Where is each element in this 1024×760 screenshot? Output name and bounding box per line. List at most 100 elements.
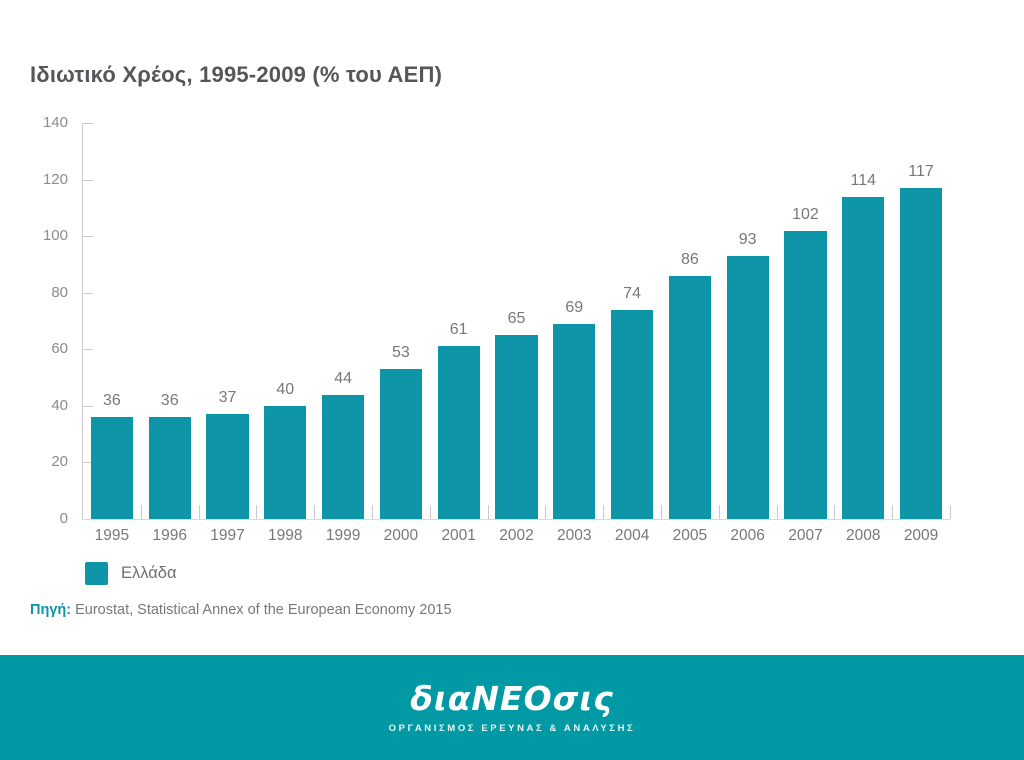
bar-column-2003: 69 <box>545 123 603 519</box>
x-axis-label: 2000 <box>383 527 419 544</box>
x-axis-label: 1999 <box>325 527 361 544</box>
x-axis-tick <box>660 505 662 519</box>
x-axis-tick <box>892 505 894 519</box>
bar-value-label: 61 <box>449 321 468 339</box>
y-axis-tick-label: 140 <box>42 114 68 131</box>
bar-column-2001: 61 <box>430 123 488 519</box>
footer-band: διαNEOσις ΟΡΓΑΝΙΣΜΟΣ ΕΡΕΥΝΑΣ & ΑΝΑΛΥΣΗΣ <box>0 655 1024 760</box>
bar-2006 <box>726 255 769 519</box>
bar-column-2002: 65 <box>488 123 546 519</box>
x-axis-label: 2004 <box>614 527 650 544</box>
bar-value-label: 74 <box>623 284 641 302</box>
legend-swatch <box>85 562 108 585</box>
x-axis-tick <box>718 505 720 519</box>
source-note: Πηγή: Eurostat, Statistical Annex of the … <box>30 602 452 618</box>
x-axis-tick <box>429 505 431 519</box>
y-axis-tick <box>83 292 93 294</box>
x-axis-tick <box>140 505 142 519</box>
bar-1997 <box>206 414 249 519</box>
y-axis-tick <box>83 179 93 181</box>
bar-value-label: 44 <box>334 369 352 387</box>
bar-value-label: 53 <box>391 344 410 362</box>
bar-value-label: 114 <box>850 171 877 189</box>
x-axis-label: 2001 <box>441 527 476 544</box>
bar-1998 <box>264 405 307 519</box>
bar-column-2005: 86 <box>661 123 719 519</box>
x-axis-label: 2008 <box>846 527 881 544</box>
x-axis-tick <box>256 505 258 519</box>
bar-2009 <box>899 188 943 519</box>
y-axis-tick <box>83 349 93 351</box>
y-axis-tick-label: 100 <box>42 227 68 245</box>
bar-chart: 0 20 40 60 80 100 120 140 36 36 37 40 44 53 61 65 69 74 8… <box>42 114 951 544</box>
bar-value-label: 102 <box>792 205 819 223</box>
bar-2008 <box>842 196 885 519</box>
x-axis-label: 2006 <box>730 527 765 544</box>
bar-value-label: 36 <box>103 392 121 410</box>
x-axis-tick <box>487 505 489 519</box>
bar-2004 <box>610 309 654 519</box>
footer-tagline: ΟΡΓΑΝΙΣΜΟΣ ΕΡΕΥΝΑΣ & ΑΝΑΛΥΣΗΣ <box>388 722 636 734</box>
legend: Ελλάδα <box>85 562 177 585</box>
bars-area: 36 36 37 40 44 53 61 65 69 74 86 93 102 114 117 <box>83 123 951 519</box>
bar-column-1996: 36 <box>141 123 199 519</box>
bar-value-label: 93 <box>738 230 757 248</box>
bar-2001 <box>437 346 480 519</box>
bar-value-label: 86 <box>680 250 699 268</box>
bar-value-label: 117 <box>908 163 934 181</box>
bar-2002 <box>495 335 538 519</box>
y-axis-tick <box>83 236 93 238</box>
dianeosis-logo: διαNEOσις <box>410 678 614 718</box>
bar-1999 <box>321 394 365 519</box>
bar-column-1995: 36 <box>83 123 141 519</box>
x-axis-tick <box>198 505 200 519</box>
y-axis-tick-label: 120 <box>42 170 68 188</box>
bar-2000 <box>379 369 422 519</box>
x-axis-tick <box>776 505 778 519</box>
y-axis-tick <box>83 462 93 464</box>
source-text: Eurostat, Statistical Annex of the Europ… <box>75 602 452 618</box>
x-axis-label: 1997 <box>210 527 245 544</box>
x-axis-tick <box>314 505 316 519</box>
bar-value-label: 37 <box>218 389 237 407</box>
bar-column-2000: 53 <box>372 123 430 519</box>
y-axis-tick <box>83 123 93 124</box>
x-axis-label: 1996 <box>152 527 187 544</box>
bar-column-1998: 40 <box>256 123 314 519</box>
x-axis-label: 2002 <box>499 527 534 544</box>
bar-column-2006: 93 <box>719 123 777 519</box>
x-axis-label: 2009 <box>903 527 939 544</box>
source-prefix: Πηγή: <box>30 602 72 618</box>
y-axis-tick-label: 20 <box>51 453 68 471</box>
y-axis-line <box>82 123 83 520</box>
x-axis-tick <box>834 505 836 519</box>
bar-1996 <box>148 417 191 519</box>
bar-column-1997: 37 <box>199 123 257 519</box>
bar-value-label: 69 <box>565 298 584 316</box>
bar-value-label: 40 <box>276 380 295 398</box>
y-axis-tick-label: 80 <box>51 283 68 301</box>
x-axis-tick <box>545 505 547 519</box>
y-axis-tick-label: 60 <box>51 340 68 358</box>
bar-column-2008: 114 <box>834 123 892 519</box>
bar-value-label: 36 <box>160 392 179 410</box>
x-axis-tick <box>950 505 951 519</box>
bar-value-label: 65 <box>507 310 526 328</box>
bar-column-2007: 102 <box>777 123 835 519</box>
bar-2007 <box>784 230 827 519</box>
legend-label: Ελλάδα <box>121 564 177 582</box>
bar-column-1999: 44 <box>314 123 372 519</box>
bar-2005 <box>668 275 711 519</box>
y-axis-tick-label: 0 <box>59 510 68 527</box>
y-axis-tick <box>83 405 93 407</box>
x-axis-tick <box>371 505 373 519</box>
x-axis-baseline <box>82 519 950 520</box>
bar-column-2009: 117 <box>892 123 950 519</box>
x-axis-label: 1998 <box>268 527 303 544</box>
bar-1995 <box>90 417 133 519</box>
bar-column-2004: 74 <box>603 123 661 519</box>
chart-title: Ιδιωτικό Χρέος, 1995-2009 (% του ΑΕΠ) <box>30 62 443 87</box>
x-axis-label: 2003 <box>557 527 592 544</box>
bar-2003 <box>553 323 596 519</box>
